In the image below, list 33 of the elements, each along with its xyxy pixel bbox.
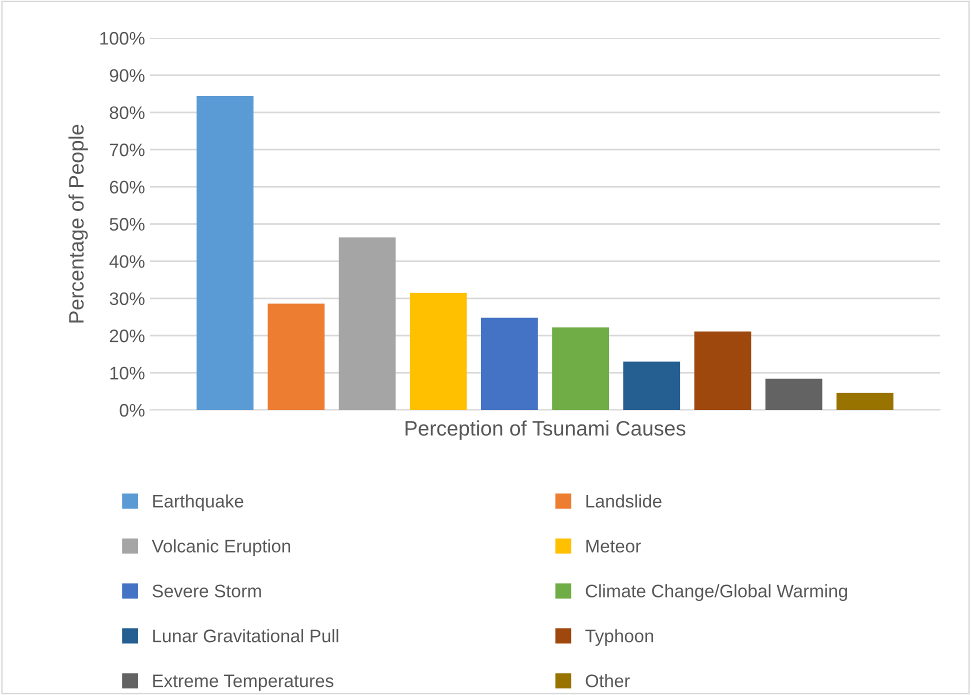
bar bbox=[338, 237, 396, 410]
bar bbox=[694, 332, 752, 410]
legend-label: Volcanic Eruption bbox=[152, 539, 290, 556]
bar bbox=[552, 327, 609, 410]
legend-label: Extreme Temperatures bbox=[153, 674, 334, 691]
y-tick-label: 30% bbox=[110, 292, 144, 306]
legend-label: Earthquake bbox=[153, 494, 244, 512]
y-tick-label: 100% bbox=[100, 32, 144, 45]
y-tick-label: 70% bbox=[110, 144, 144, 156]
legend-label: Climate Change/Global Warming bbox=[586, 584, 848, 602]
bar bbox=[268, 304, 325, 410]
bar bbox=[481, 318, 538, 410]
bar bbox=[765, 378, 822, 410]
y-tick-label: 40% bbox=[109, 255, 144, 268]
legend-label: Severe Storm bbox=[152, 584, 261, 598]
y-tick-label: 20% bbox=[110, 330, 144, 342]
y-tick-label: 50% bbox=[110, 218, 144, 231]
x-axis-title: Perception of Tsunami Causes bbox=[406, 420, 686, 440]
legend-label: Landslide bbox=[586, 494, 662, 508]
bar bbox=[410, 292, 467, 410]
legend-label: Lunar Gravitational Pull bbox=[153, 629, 338, 642]
legend-label: Other bbox=[586, 674, 630, 688]
bar bbox=[836, 392, 894, 410]
y-tick-label: 60% bbox=[110, 180, 144, 194]
y-tick-label: 80% bbox=[110, 106, 144, 120]
legend-label: Typhoon bbox=[585, 629, 654, 646]
y-tick-label: 10% bbox=[110, 366, 144, 380]
y-tick-label: 90% bbox=[110, 69, 144, 82]
y-tick-label: 0% bbox=[120, 404, 144, 417]
bar bbox=[196, 96, 254, 410]
bar bbox=[623, 362, 680, 410]
legend-label: Meteor bbox=[586, 540, 641, 553]
y-axis-title: Percentage of People bbox=[68, 124, 88, 322]
